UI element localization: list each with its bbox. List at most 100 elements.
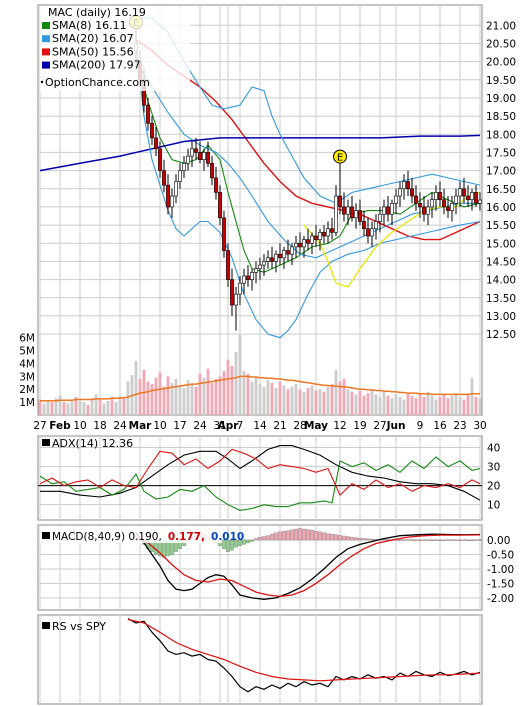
candle — [350, 196, 354, 222]
candle — [430, 192, 434, 218]
candle-body-down — [414, 195, 418, 204]
candle — [418, 192, 422, 218]
volume-bar — [86, 404, 90, 415]
candle-body-up — [346, 206, 350, 215]
candle — [174, 174, 178, 204]
histogram-bar — [338, 535, 342, 541]
legend-background — [40, 7, 190, 91]
histogram-bar — [286, 530, 290, 541]
candle — [334, 185, 338, 236]
candle — [450, 196, 454, 222]
candle-body-down — [474, 192, 478, 204]
candle — [154, 127, 158, 157]
histogram-bar — [406, 539, 410, 541]
candle-body-down — [306, 239, 310, 244]
candle — [202, 148, 206, 171]
tick-label: 20 — [487, 481, 500, 493]
candle-body-up — [182, 163, 186, 171]
volume-bar — [310, 385, 314, 415]
candle — [190, 141, 194, 167]
volume-bar — [398, 396, 402, 415]
candle-body-up — [318, 232, 322, 240]
volume-bar — [258, 384, 262, 415]
histogram-bar — [238, 539, 242, 546]
price-tick-label: 19.00 — [486, 93, 516, 105]
volume-bar — [214, 378, 218, 415]
volume-bar — [306, 387, 310, 415]
candle-body-up — [458, 188, 462, 197]
histogram-bar — [222, 539, 226, 549]
volume-bar — [110, 396, 114, 415]
volume-bar — [386, 395, 390, 415]
candle — [286, 239, 290, 262]
histogram-bar — [462, 539, 466, 541]
histogram-bar — [350, 536, 354, 541]
volume-bar — [122, 398, 126, 415]
volume-bar — [190, 384, 194, 415]
histogram-bar — [434, 539, 438, 541]
tick-label: -1.50 — [487, 578, 514, 590]
candle — [346, 199, 350, 226]
histogram-bar — [234, 539, 238, 548]
earnings-label: E — [337, 153, 343, 164]
x-tick-label: May — [304, 420, 328, 432]
volume-ma-line — [40, 375, 480, 402]
volume-tick-label: 1M — [19, 397, 35, 409]
histogram-bar — [402, 539, 406, 541]
x-tick-label: 10 — [153, 420, 166, 432]
legend-swatch — [42, 35, 50, 43]
candle — [366, 217, 370, 244]
candle — [274, 250, 278, 273]
histogram-bar — [294, 528, 298, 541]
legend-entry: SMA(8) 16.11 — [52, 19, 127, 32]
candle — [218, 185, 222, 226]
candle — [158, 141, 162, 178]
candle-body-down — [166, 184, 170, 208]
volume-bar — [146, 381, 150, 415]
candle — [458, 181, 462, 207]
volume-bar — [266, 380, 270, 415]
volume-bar — [426, 391, 430, 415]
watermark-dot — [40, 80, 44, 84]
volume-bar — [290, 386, 294, 415]
volume-bar — [166, 376, 170, 415]
candle-body-down — [198, 152, 202, 161]
price-tick-label: 16.50 — [486, 184, 516, 196]
candle-body-up — [354, 210, 358, 219]
volume-bar — [82, 402, 86, 415]
volume-bar — [210, 382, 214, 415]
volume-bar — [102, 403, 106, 415]
volume-bar — [474, 396, 478, 415]
volume-bar — [150, 384, 154, 415]
candle — [330, 217, 334, 240]
candle-body-up — [190, 148, 194, 157]
candle-body-up — [202, 152, 206, 161]
volume-bar — [362, 395, 366, 415]
histogram-bar — [422, 539, 426, 541]
tick-label: -0.50 — [487, 549, 514, 561]
candle — [250, 268, 254, 291]
volume-bar — [402, 399, 406, 415]
candle-body-up — [242, 275, 246, 284]
volume-bar — [366, 393, 370, 415]
volume-bar — [454, 393, 458, 415]
histogram-bar — [410, 539, 414, 541]
candle-body-up — [282, 250, 286, 259]
volume-bar — [222, 371, 226, 415]
candle-body-down — [438, 192, 442, 200]
candle-body-up — [250, 272, 254, 280]
x-tick-label: 24 — [113, 420, 127, 432]
volume-bar — [242, 371, 246, 415]
candle-body-up — [382, 206, 386, 215]
candle — [194, 137, 198, 160]
candle — [162, 159, 166, 193]
series-line-adx — [40, 445, 481, 501]
rs-title: RS vs SPY — [52, 620, 106, 633]
x-tick-label: 31 — [213, 420, 226, 432]
volume-bar — [422, 396, 426, 415]
volume-bar — [174, 378, 178, 415]
volume-bar — [442, 394, 446, 415]
price-tick-label: 21.00 — [486, 20, 516, 32]
price-tick-label: 12.50 — [486, 329, 516, 341]
